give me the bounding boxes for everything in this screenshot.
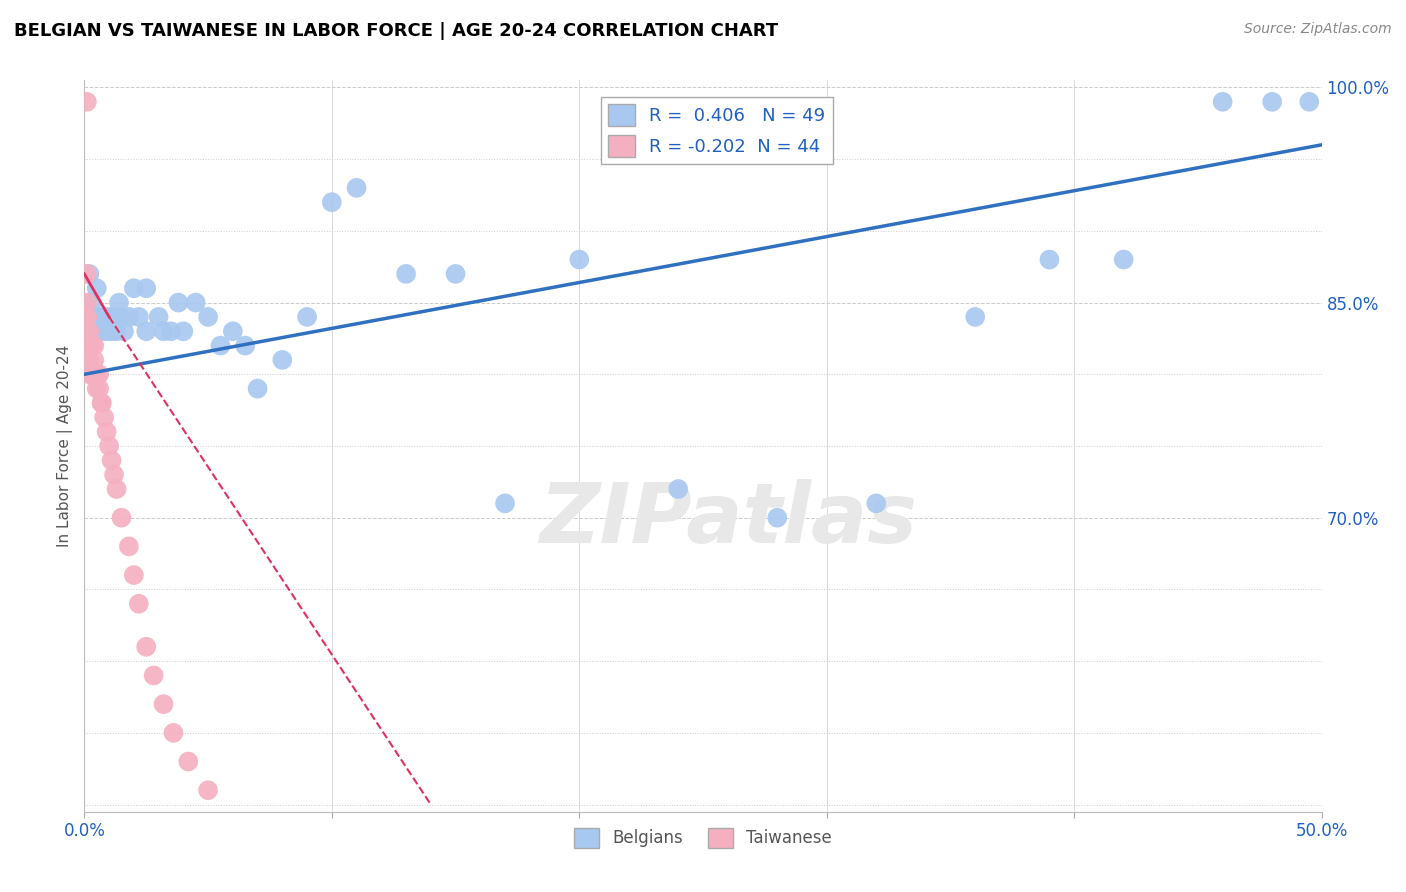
Point xyxy=(83,353,105,368)
Point xyxy=(1112,252,1135,267)
Point xyxy=(100,324,122,338)
Point xyxy=(105,482,128,496)
Point xyxy=(118,540,141,554)
Point xyxy=(86,382,108,396)
Point xyxy=(184,295,207,310)
Point xyxy=(197,783,219,797)
Point xyxy=(152,697,174,711)
Point xyxy=(148,310,170,324)
Point xyxy=(103,310,125,324)
Point xyxy=(76,324,98,338)
Point xyxy=(90,396,112,410)
Point xyxy=(90,324,112,338)
Point xyxy=(89,382,111,396)
Point xyxy=(135,640,157,654)
Point xyxy=(246,382,269,396)
Point xyxy=(160,324,183,338)
Point xyxy=(98,310,121,324)
Point xyxy=(79,338,101,352)
Point xyxy=(89,310,111,324)
Text: Source: ZipAtlas.com: Source: ZipAtlas.com xyxy=(1244,22,1392,37)
Point xyxy=(1038,252,1060,267)
Point xyxy=(865,496,887,510)
Point xyxy=(93,310,115,324)
Point xyxy=(666,482,689,496)
Point xyxy=(172,324,194,338)
Point xyxy=(122,281,145,295)
Text: ZIPatlas: ZIPatlas xyxy=(538,479,917,559)
Text: BELGIAN VS TAIWANESE IN LABOR FORCE | AGE 20-24 CORRELATION CHART: BELGIAN VS TAIWANESE IN LABOR FORCE | AG… xyxy=(14,22,778,40)
Point xyxy=(108,295,131,310)
Point xyxy=(965,310,987,324)
Point xyxy=(118,310,141,324)
Point xyxy=(122,568,145,582)
Point xyxy=(79,338,101,352)
Point xyxy=(79,267,101,281)
Point xyxy=(233,338,256,352)
Point xyxy=(135,324,157,338)
Point xyxy=(96,324,118,338)
Point xyxy=(568,252,591,267)
Point xyxy=(76,310,98,324)
Point xyxy=(103,467,125,482)
Point xyxy=(295,310,318,324)
Point xyxy=(76,338,98,352)
Point xyxy=(76,95,98,109)
Point xyxy=(76,310,98,324)
Point xyxy=(83,338,105,352)
Point xyxy=(76,338,98,352)
Legend: Belgians, Taiwanese: Belgians, Taiwanese xyxy=(567,821,839,855)
Point xyxy=(346,181,368,195)
Point xyxy=(76,310,98,324)
Point xyxy=(80,295,103,310)
Point xyxy=(1212,95,1234,109)
Point xyxy=(90,396,112,410)
Point xyxy=(197,310,219,324)
Y-axis label: In Labor Force | Age 20-24: In Labor Force | Age 20-24 xyxy=(58,345,73,547)
Point xyxy=(93,410,115,425)
Point xyxy=(209,338,232,352)
Point xyxy=(76,267,98,281)
Point xyxy=(110,310,132,324)
Point xyxy=(1298,95,1320,109)
Point xyxy=(80,368,103,382)
Point xyxy=(98,439,121,453)
Point xyxy=(395,267,418,281)
Point xyxy=(142,668,165,682)
Point xyxy=(96,425,118,439)
Point xyxy=(105,324,128,338)
Point xyxy=(128,597,150,611)
Point xyxy=(110,510,132,524)
Point xyxy=(271,353,294,368)
Point xyxy=(76,324,98,338)
Point xyxy=(76,295,98,310)
Point xyxy=(128,310,150,324)
Point xyxy=(86,368,108,382)
Point xyxy=(86,281,108,295)
Point xyxy=(222,324,245,338)
Point xyxy=(83,310,105,324)
Point xyxy=(1261,95,1284,109)
Point xyxy=(79,324,101,338)
Point xyxy=(766,510,789,524)
Point xyxy=(79,353,101,368)
Point xyxy=(167,295,190,310)
Point xyxy=(494,496,516,510)
Point xyxy=(152,324,174,338)
Point xyxy=(321,195,343,210)
Point xyxy=(444,267,467,281)
Point xyxy=(135,281,157,295)
Point xyxy=(76,324,98,338)
Point xyxy=(79,368,101,382)
Point xyxy=(80,338,103,352)
Point xyxy=(86,368,108,382)
Point xyxy=(100,453,122,467)
Point xyxy=(76,324,98,338)
Point xyxy=(76,324,98,338)
Point xyxy=(162,726,184,740)
Point xyxy=(89,368,111,382)
Point xyxy=(177,755,200,769)
Point xyxy=(112,324,135,338)
